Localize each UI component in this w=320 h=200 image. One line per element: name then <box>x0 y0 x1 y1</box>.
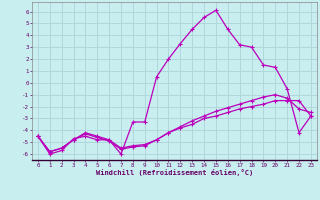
X-axis label: Windchill (Refroidissement éolien,°C): Windchill (Refroidissement éolien,°C) <box>96 169 253 176</box>
